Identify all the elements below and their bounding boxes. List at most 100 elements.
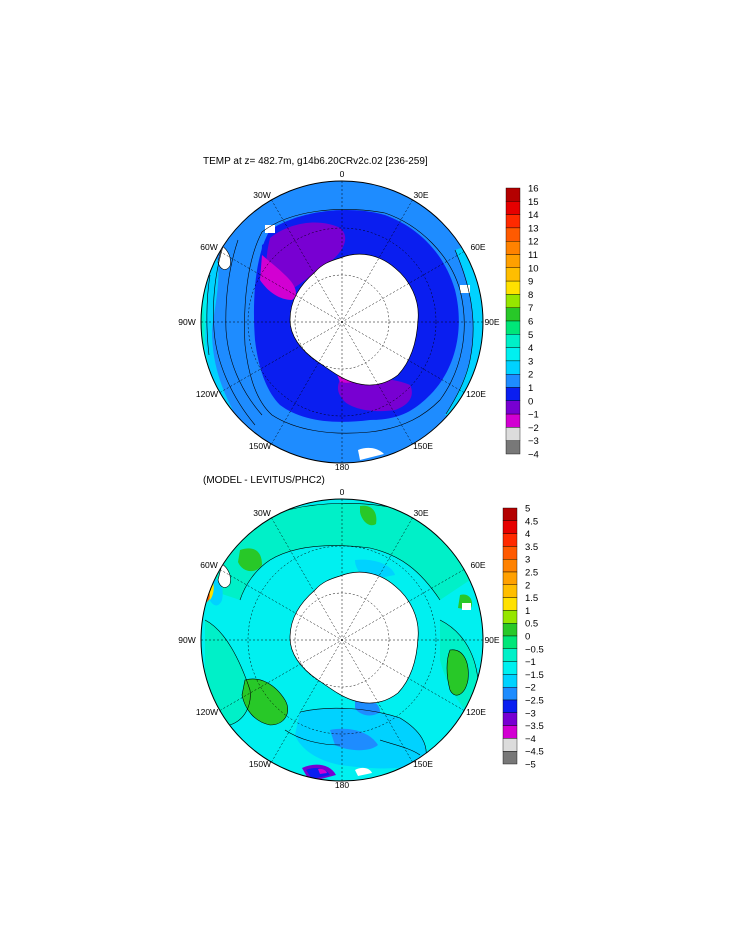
colorbar-swatch	[502, 623, 518, 637]
colorbar-swatch	[502, 738, 518, 752]
longitude-label: 30W	[253, 190, 270, 200]
longitude-label: 90W	[178, 317, 195, 327]
colorbar-swatch	[502, 648, 518, 662]
colorbar-tick-label: 1.5	[525, 593, 538, 604]
colorbar-swatch	[502, 674, 518, 688]
colorbar-swatch	[505, 294, 521, 308]
colorbar-swatch	[505, 280, 521, 295]
colorbar-swatch	[502, 610, 518, 624]
colorbar-swatch	[505, 374, 521, 388]
colorbar-tick-label: −1.5	[525, 670, 544, 681]
colorbar-swatch	[505, 187, 521, 202]
colorbar-swatch	[502, 507, 518, 522]
colorbar-tick-label: −5	[525, 760, 536, 771]
colorbar-tick-label: 3	[525, 555, 530, 566]
colorbar-swatch	[502, 687, 518, 701]
longitude-label: 30W	[253, 508, 270, 518]
longitude-label: 180	[335, 462, 349, 472]
colorbar-swatch	[502, 584, 518, 598]
panel-2-colorbar: 54.5 4 3.5 3 2.52 1.5 1 0.5 0−0.5 −1 −1.5 −2 −2.5−3 −…	[502, 504, 544, 771]
colorbar-tick-label: −3.5	[525, 721, 544, 732]
colorbar-tick-label: −2	[528, 423, 539, 434]
panel-1-longitude-labels: 0 30E 60E 90E 120E 150E 180 150W 120W 90W 60W 30W	[178, 169, 500, 472]
colorbar-swatch	[502, 571, 518, 586]
colorbar-tick-label: 11	[528, 250, 538, 261]
colorbar-tick-label: 2	[525, 580, 530, 591]
colorbar-swatch	[505, 240, 521, 255]
colorbar-tick-label: 2	[528, 370, 533, 381]
colorbar-tick-label: 0.5	[525, 619, 538, 630]
longitude-label: 90E	[484, 317, 499, 327]
colorbar-swatch	[505, 360, 521, 375]
colorbar-tick-label: 3.5	[525, 542, 538, 553]
colorbar-tick-label: −2	[525, 683, 536, 694]
colorbar-swatch	[505, 267, 521, 282]
colorbar-swatch	[502, 533, 518, 547]
colorbar-tick-label: 5	[528, 330, 533, 341]
colorbar-tick-label: 1	[525, 606, 530, 617]
colorbar-tick-label: 10	[528, 263, 539, 274]
longitude-label: 180	[335, 780, 349, 790]
longitude-label: 0	[340, 487, 345, 497]
longitude-label: 150E	[413, 759, 433, 769]
longitude-label: 90E	[484, 635, 499, 645]
colorbar-tick-label: 3	[528, 356, 533, 367]
longitude-label: 150W	[249, 759, 271, 769]
colorbar-swatch	[505, 347, 521, 362]
colorbar-tick-label: 4.5	[525, 516, 538, 527]
longitude-label: 0	[340, 169, 345, 179]
longitude-label: 150E	[413, 441, 433, 451]
longitude-label: 120W	[196, 389, 218, 399]
colorbar-swatch	[505, 254, 521, 269]
colorbar-tick-label: −0.5	[525, 644, 544, 655]
colorbar-swatch	[502, 559, 518, 573]
longitude-label: 60E	[470, 242, 485, 252]
colorbar-tick-label: −3	[528, 436, 539, 447]
colorbar-tick-label: 0	[528, 396, 533, 407]
colorbar-swatch	[505, 440, 521, 455]
panel-1-title: TEMP at z= 482.7m, g14b6.20CRv2c.02 [236…	[203, 156, 428, 167]
longitude-label: 60W	[200, 242, 217, 252]
colorbar-tick-label: 2.5	[525, 568, 538, 579]
colorbar-tick-label: −4	[525, 734, 536, 745]
colorbar-tick-label: 4	[525, 529, 530, 540]
colorbar-swatch	[505, 320, 521, 335]
colorbar-tick-label: 15	[528, 197, 539, 208]
colorbar-swatch	[502, 597, 518, 611]
colorbar-swatch	[505, 201, 521, 215]
colorbar-tick-label: 9	[528, 277, 533, 288]
colorbar-swatch	[505, 387, 521, 402]
longitude-label: 30E	[413, 508, 428, 518]
colorbar-swatch	[502, 520, 518, 534]
colorbar-tick-label: 4	[528, 343, 533, 354]
colorbar-swatch	[502, 712, 518, 726]
colorbar-tick-label: 6	[528, 317, 533, 328]
longitude-label: 120W	[196, 707, 218, 717]
longitude-label: 90W	[178, 635, 195, 645]
polar-map-difference: 0 30E 60E 90E 120E 150E 180 150W 120W 90W 60W 30W 5…	[178, 487, 544, 790]
colorbar-tick-label: 14	[528, 210, 539, 221]
colorbar-tick-label: −1	[525, 657, 536, 668]
longitude-label: 120E	[466, 707, 486, 717]
colorbar-tick-label: −1	[528, 410, 539, 421]
colorbar-tick-label: −3	[525, 708, 536, 719]
colorbar-tick-label: −2.5	[525, 696, 544, 707]
longitude-label: 150W	[249, 441, 271, 451]
colorbar-tick-label: 8	[528, 290, 533, 301]
panel-2-title: (MODEL - LEVITUS/PHC2)	[203, 475, 325, 486]
colorbar-swatch	[505, 227, 521, 242]
colorbar-tick-label: −4.5	[525, 747, 544, 758]
panel-2-longitude-labels: 0 30E 60E 90E 120E 150E 180 150W 120W 90W 60W 30W	[178, 487, 500, 790]
longitude-label: 60W	[200, 560, 217, 570]
longitude-label: 120E	[466, 389, 486, 399]
colorbar-tick-label: 5	[525, 504, 530, 515]
colorbar-swatch	[502, 661, 518, 675]
colorbar-swatch	[505, 307, 521, 322]
colorbar-tick-label: 13	[528, 223, 539, 234]
colorbar-swatch	[502, 725, 518, 739]
colorbar-tick-label: 0	[525, 632, 530, 643]
colorbar-swatch	[502, 635, 518, 650]
colorbar-swatch	[502, 751, 518, 765]
